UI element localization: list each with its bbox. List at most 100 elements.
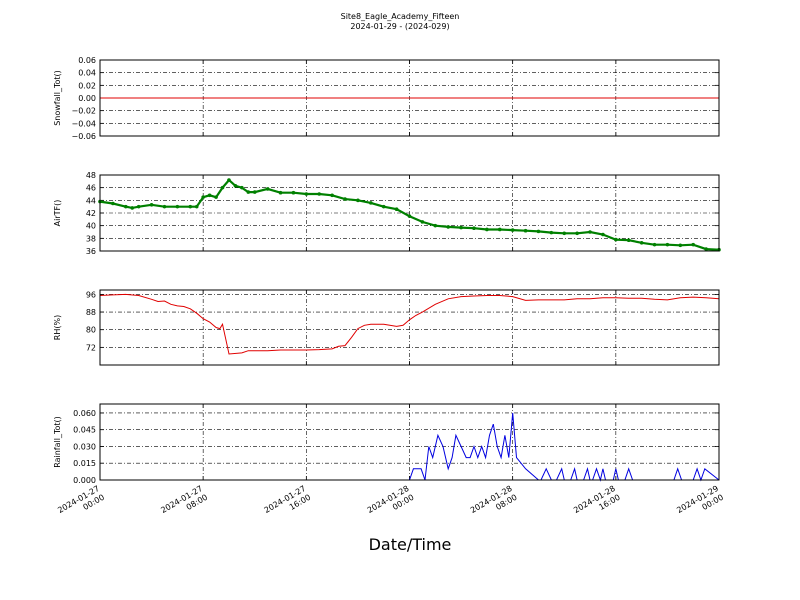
y-tick-label: 38 [86,234,96,243]
data-point [175,204,180,209]
data-point [485,227,489,232]
data-point [252,190,257,194]
data-point [523,228,528,233]
figure-title: Site8_Eagle_Academy_Fifteen [341,12,460,21]
data-point [123,204,128,209]
data-point [240,185,244,190]
y-axis-label: Rainfall_Tot() [53,416,62,468]
y-tick-label: 0.030 [73,442,96,451]
series-line-1 [99,293,720,355]
x-tick-label: 2024-01-2808:00 [469,484,519,524]
y-tick-label: 40 [86,222,96,231]
data-point [497,227,502,232]
data-point [588,230,592,234]
data-point [639,240,644,245]
data-point [330,193,334,198]
subplot-4: 0.060 0.045 0.030 0.015 0.000 Rainfall_Tot() 2… [53,403,725,524]
data-point [575,231,579,236]
data-point [369,201,373,205]
data-point [407,214,412,218]
x-tick-label: 2024-01-2716:00 [263,484,313,524]
data-point [510,228,515,232]
x-tick-label: 2024-01-2800:00 [366,484,416,524]
data-point [420,220,425,224]
data-point [459,225,463,230]
data-point [162,204,167,209]
y-axis-label: Snowfall_Tot() [53,70,62,126]
plot-frame [99,59,720,137]
data-point [291,190,296,195]
y-tick-label: 42 [86,209,96,218]
data-point [136,204,141,209]
x-tick-label: 2024-01-2900:00 [675,484,725,524]
data-point [111,201,115,206]
y-tick-label: 72 [86,343,96,352]
data-point [278,190,283,195]
data-point [562,231,567,236]
y-tick-label: 46 [86,184,96,193]
y-tick-label: 88 [86,308,96,317]
figure-subtitle: 2024-01-29 - (2024-029) [350,22,449,31]
subplot-1: 0.06 0.04 0.02 0.00 −0.02 −0.04 −0.06 Snowfall_… [53,56,720,141]
y-tick-label: 48 [86,171,96,180]
data-point [614,237,618,242]
data-point [704,247,708,251]
y-tick-label: 44 [86,196,96,205]
subplot-stack: 0.06 0.04 0.02 0.00 −0.02 −0.04 −0.06 Snowfall_… [53,56,725,524]
y-tick-label: −0.02 [71,107,96,116]
y-tick-label: −0.04 [71,119,96,128]
y-tick-label: 0.06 [78,56,96,65]
y-tick-label: 96 [86,290,96,299]
data-point [343,197,347,201]
data-point [665,242,670,247]
data-point [549,230,554,235]
y-axis-label: RH(%) [53,315,62,340]
y-tick-label: 0.02 [78,81,96,90]
data-point [265,187,270,191]
y-tick-label: 0.015 [73,459,96,468]
x-tick-label: 2024-01-2708:00 [159,484,209,524]
data-point [233,183,238,188]
y-axis-label: AirTF() [53,200,62,227]
y-tick-label: 0.060 [73,409,96,418]
data-point [691,242,696,247]
data-point [246,190,251,194]
subplot-3: 96 88 80 72 RH(%) [53,289,720,366]
data-point [381,204,386,209]
data-point [227,178,231,182]
data-point [149,202,154,207]
data-point [130,206,135,210]
data-point [356,198,360,203]
y-tick-label: 0.00 [78,94,96,103]
plot-frame [99,174,720,252]
data-point [446,225,450,229]
data-point [601,232,605,237]
data-point [220,185,225,190]
y-tick-label: −0.06 [71,132,96,141]
y-tick-label: 80 [86,326,96,335]
data-point [194,204,199,209]
data-point [433,223,438,228]
subplot-2: 48 46 44 42 40 38 36 AirTF() [53,171,721,256]
data-point [188,204,193,209]
data-point [394,207,399,211]
y-tick-label: 0.04 [78,69,96,78]
y-tick-label: 0.045 [73,426,96,435]
data-point [214,195,218,199]
data-point [201,195,205,199]
data-point [472,226,476,230]
plot-frame [99,403,720,481]
plot-frame [99,289,720,366]
y-tick-label: 0.000 [73,476,96,485]
x-tick-label: 2024-01-2816:00 [572,484,622,524]
data-point [207,193,212,198]
x-tick-label: 2024-01-2700:00 [56,484,106,524]
y-tick-label: 36 [86,247,96,256]
data-point [304,192,309,196]
x-axis-label: Date/Time [369,535,452,554]
data-point [678,243,683,248]
data-point [626,238,631,243]
data-point [317,192,322,196]
data-point [652,242,657,247]
